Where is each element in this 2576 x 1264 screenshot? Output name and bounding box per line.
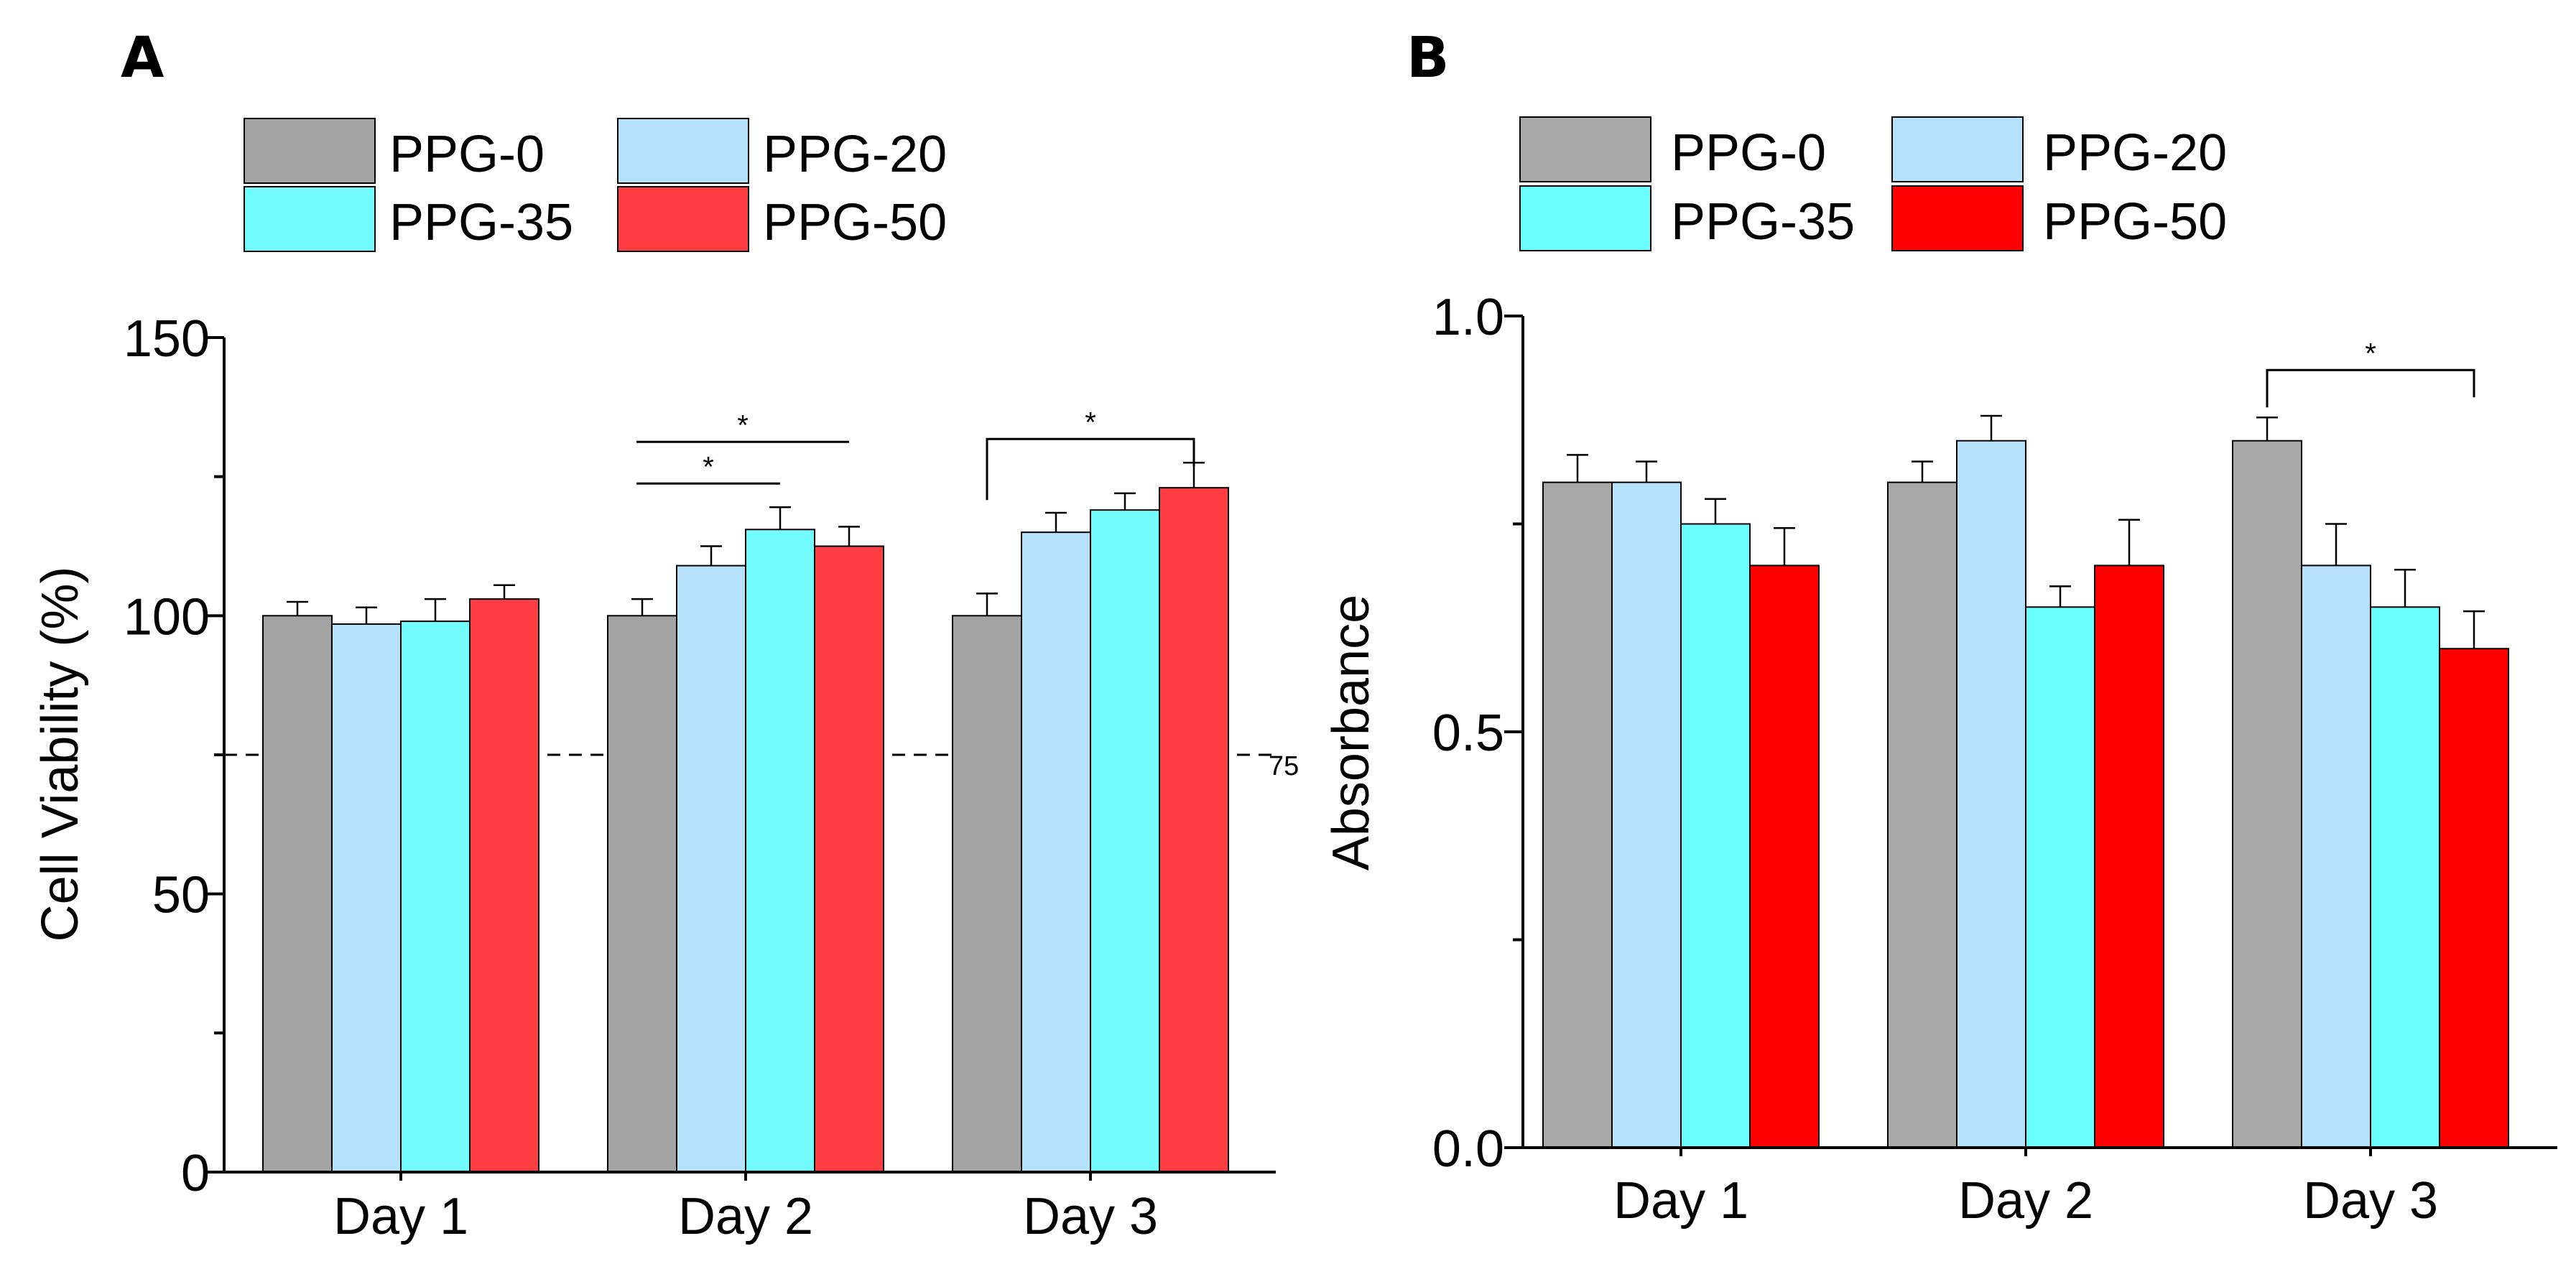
panel-b-error-bar-1-3: [2118, 519, 2140, 566]
panel-b-legend-label-0: PPG-0: [1671, 124, 1826, 182]
significance-bracket: [2266, 368, 2475, 408]
panel-a-significance-1: *: [636, 451, 780, 485]
panel-a-legend-swatch-2: [244, 186, 376, 252]
panel-b-error-bar-0-0: [1567, 454, 1588, 483]
panel-a-bar-0-1: [331, 623, 402, 1173]
panel-a-error-bar-1-0: [631, 598, 653, 616]
panel-b-bar-2-3: [2439, 648, 2509, 1148]
panel-a-bar-2-3: [1159, 487, 1229, 1173]
panel-a-error-bar-0-0: [287, 600, 308, 616]
panel-a-y-tick-label-1: 50: [152, 867, 210, 924]
panel-b-error-bar-0-3: [1774, 527, 1795, 566]
panel-b-plot-area: * 0.0 0.5 1.0 Day 1 Day 2 Day 3 Absorbance: [1322, 289, 2557, 1230]
panel-b-legend: PPG-0 PPG-20 PPG-35 PPG-50: [1519, 116, 2227, 251]
panel-a-error-bar-0-2: [425, 598, 446, 622]
panel-a-chart: A PPG-0 PPG-20 PPG-35 PPG-50 75 * * * 0 50 100 150…: [32, 26, 1299, 1245]
panel-a-y-tick-label-0: 0: [181, 1145, 210, 1202]
panel-b-x-tick-label-0: Day 1: [1613, 1172, 1748, 1230]
panel-b-bar-1-3: [2094, 564, 2164, 1148]
panel-b-error-bar-2-2: [2394, 568, 2416, 608]
panel-b-legend-swatch-2: [1519, 185, 1651, 251]
panel-b-error-bar-0-1: [1636, 460, 1657, 483]
panel-b-legend-swatch-0: [1519, 116, 1651, 182]
panel-a-legend: PPG-0 PPG-20 PPG-35 PPG-50: [244, 118, 947, 252]
panel-a-significance-2: *: [986, 406, 1195, 501]
panel-a-x-tick-label-1: Day 2: [678, 1188, 813, 1245]
panel-a-x-tick-label-0: Day 1: [333, 1188, 468, 1245]
panel-b-bar-0-3: [1749, 564, 1820, 1148]
panel-b-x-tick-label-1: Day 2: [1958, 1172, 2093, 1230]
panel-a-significance-0: *: [636, 409, 849, 443]
panel-a-bar-1-2: [745, 529, 815, 1173]
panel-a-bar-1-3: [814, 545, 884, 1173]
panel-b-bar-2-0: [2232, 440, 2302, 1148]
panel-a-y-tick-label-3: 150: [124, 310, 210, 368]
panel-b-legend-swatch-1: [1891, 116, 2024, 182]
panel-a-error-bar-0-3: [494, 584, 515, 600]
panel-b-legend-label-2: PPG-35: [1671, 193, 1855, 251]
panel-a-bar-1-0: [607, 615, 677, 1173]
panel-a-bar-2-0: [952, 615, 1022, 1173]
panel-a-legend-label-1: PPG-20: [763, 126, 947, 183]
panel-b-error-bar-1-0: [1912, 460, 1933, 483]
panel-b-bar-0-1: [1611, 481, 1682, 1148]
panel-b-label: B: [1407, 26, 1449, 90]
panel-a-plot-area: 75 * * * 0 50 100 150 Day 1 Day 2 Day 3 Cell Viabil…: [32, 310, 1299, 1245]
panel-b-legend-swatch-3: [1891, 185, 2024, 251]
panel-b-legend-label-1: PPG-20: [2043, 124, 2227, 182]
panel-a-legend-swatch-3: [617, 186, 749, 252]
panel-b-significance-0: *: [2266, 338, 2475, 408]
panel-b-y-tick-label-2: 1.0: [1432, 289, 1504, 346]
panel-b-error-bar-1-2: [2049, 585, 2071, 608]
panel-a-legend-swatch-1: [617, 118, 749, 184]
panel-a-error-bar-2-3: [1183, 462, 1205, 488]
panel-a-y-axis-title: Cell Viability (%): [32, 567, 89, 942]
panel-b-error-bar-2-3: [2463, 610, 2485, 649]
panel-b-bar-2-1: [2301, 564, 2371, 1148]
panel-a-error-bar-2-1: [1045, 511, 1067, 533]
panel-a-error-bar-1-3: [838, 526, 860, 547]
panel-b-bar-1-0: [1887, 481, 1958, 1148]
panel-b-y-tick-label-1: 0.5: [1432, 705, 1504, 762]
panel-a-error-bar-2-2: [1114, 492, 1136, 511]
panel-a-bar-2-2: [1090, 509, 1160, 1173]
panel-a-legend-label-0: PPG-0: [389, 126, 545, 183]
panel-b-error-bar-0-2: [1705, 498, 1726, 524]
panel-a-error-bar-2-0: [976, 592, 998, 616]
significance-star: *: [1085, 406, 1096, 438]
significance-star: *: [703, 451, 714, 483]
significance-star: *: [737, 409, 749, 441]
panel-b-error-bar-1-1: [1980, 414, 2002, 441]
panel-b-error-bar-2-0: [2256, 417, 2278, 441]
panel-b-bar-2-2: [2370, 606, 2440, 1148]
panel-a-label: A: [121, 26, 164, 90]
panel-a-legend-swatch-0: [244, 118, 376, 184]
panel-a-x-tick-label-2: Day 3: [1023, 1188, 1158, 1245]
panel-b-bar-1-2: [2025, 606, 2095, 1148]
panel-a-legend-label-2: PPG-35: [389, 194, 573, 251]
panel-b-error-bar-2-1: [2325, 523, 2347, 566]
panel-a-legend-label-3: PPG-50: [763, 194, 947, 251]
panel-a-bar-2-1: [1021, 531, 1091, 1173]
panel-b-bar-1-1: [1956, 440, 2026, 1148]
panel-a-bar-0-3: [469, 598, 539, 1173]
panel-b-y-tick-label-0: 0.0: [1432, 1120, 1504, 1178]
significance-bracket: [986, 437, 1195, 501]
panel-a-reference-line-label: 75: [1269, 751, 1299, 781]
panel-b-legend-label-3: PPG-50: [2043, 193, 2227, 251]
panel-a-bar-1-1: [676, 564, 746, 1173]
panel-b-bar-0-0: [1542, 481, 1613, 1148]
panel-b-chart: B PPG-0 PPG-20 PPG-35 PPG-50 * 0.0 0.5 1.0 Day …: [1322, 26, 2557, 1230]
panel-a-bar-0-0: [262, 615, 333, 1173]
panel-a-bar-0-2: [400, 621, 471, 1173]
panel-b-y-axis-title: Absorbance: [1322, 595, 1380, 870]
panel-b-x-tick-label-2: Day 3: [2303, 1172, 2438, 1230]
panel-a-error-bar-0-1: [356, 606, 377, 624]
panel-b-bar-0-2: [1680, 523, 1751, 1148]
panel-a-error-bar-1-1: [700, 545, 722, 566]
panel-a-y-tick-label-2: 100: [124, 588, 210, 646]
significance-star: *: [2365, 338, 2376, 369]
panel-a-error-bar-1-2: [769, 506, 791, 530]
